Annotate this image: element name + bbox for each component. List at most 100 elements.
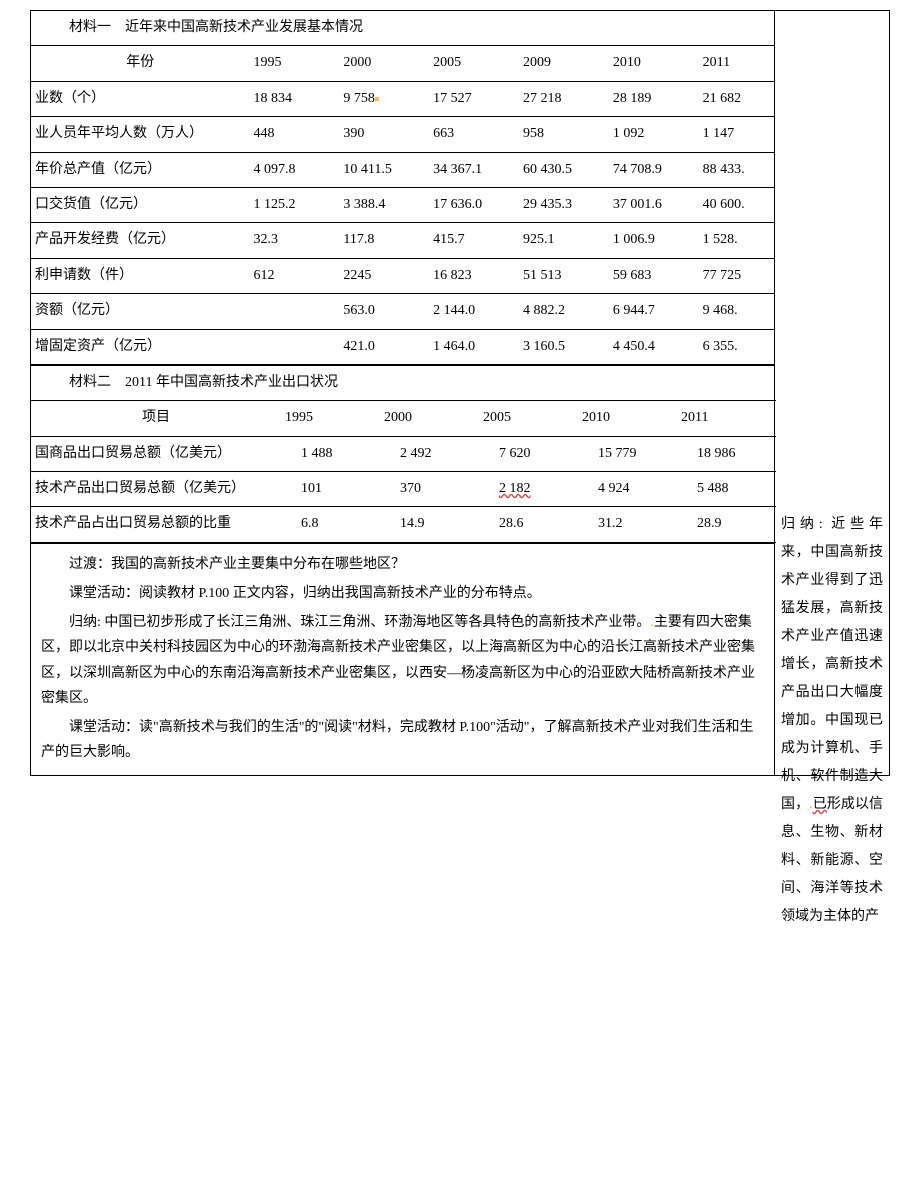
t2-h-5: 2011 xyxy=(677,401,776,436)
para-1: 过渡：我国的高新技术产业主要集中分布在哪些地区？ xyxy=(41,552,764,577)
t1-r6-4: 6 944.7 xyxy=(609,294,699,329)
outer-container: 材料一 近年来中国高新技术产业发展基本情况 年份 1995 2000 2005 … xyxy=(30,10,890,776)
t2-r0-0: 1 488 xyxy=(281,436,380,471)
t1-r3-3: 29 435.3 xyxy=(519,187,609,222)
para-3: 归纳: 中国已初步形成了长江三角洲、珠江三角洲、环渤海地区等各具特色的高新技术产… xyxy=(41,610,764,711)
t1-r7-2: 1 464.0 xyxy=(429,329,519,364)
t2-r2-3: 31.2 xyxy=(578,507,677,542)
t1-r2-label: 年价总产值（亿元） xyxy=(31,152,250,187)
t1-h-3: 2005 xyxy=(429,46,519,81)
t1-r5-3: 51 513 xyxy=(519,258,609,293)
t1-r4-4: 1 006.9 xyxy=(609,223,699,258)
t1-r5-5: 77 725 xyxy=(699,258,774,293)
t2-r0-2: 7 620 xyxy=(479,436,578,471)
t1-r1-0: 448 xyxy=(250,117,340,152)
t1-r5-1: 2245 xyxy=(339,258,429,293)
t1-r0-3: 27 218 xyxy=(519,81,609,116)
t1-r2-3: 60 430.5 xyxy=(519,152,609,187)
section2-title: 材料二 2011 年中国高新技术产业出口状况 xyxy=(31,365,774,400)
t1-r4-3: 925.1 xyxy=(519,223,609,258)
table-row: 产品开发经费（亿元） 32.3 117.8 415.7 925.1 1 006.… xyxy=(31,223,774,258)
t1-r3-0: 1 125.2 xyxy=(250,187,340,222)
t2-h-4: 2010 xyxy=(578,401,677,436)
t2-r1-1: 370 xyxy=(380,472,479,507)
t2-r0-4: 18 986 xyxy=(677,436,776,471)
table-row: 技术产品占出口贸易总额的比重 6.8 14.9 28.6 31.2 28.9 xyxy=(31,507,776,542)
t1-r0-5: 21 682 xyxy=(699,81,774,116)
t2-h-0: 项目 xyxy=(31,401,281,436)
t2-h-1: 1995 xyxy=(281,401,380,436)
t1-r6-5: 9 468. xyxy=(699,294,774,329)
t1-h-2: 2000 xyxy=(339,46,429,81)
t1-r0-0: 18 834 xyxy=(250,81,340,116)
t2-r1-0: 101 xyxy=(281,472,380,507)
t1-r1-5: 1 147 xyxy=(699,117,774,152)
para-4: 课堂活动：读"高新技术与我们的生活"的"阅读"材料，完成教材 P.100"活动"… xyxy=(41,715,764,765)
t1-r3-5: 40 600. xyxy=(699,187,774,222)
t1-r1-3: 958 xyxy=(519,117,609,152)
t2-r1-3: 4 924 xyxy=(578,472,677,507)
table-row: 技术产品出口贸易总额（亿美元） 101 370 2 182 4 924 5 48… xyxy=(31,472,776,507)
table-row: 年价总产值（亿元） 4 097.8 10 411.5 34 367.1 60 4… xyxy=(31,152,774,187)
t1-r1-4: 1 092 xyxy=(609,117,699,152)
t1-r6-3: 4 882.2 xyxy=(519,294,609,329)
t2-r0-label: 国商品出口贸易总额（亿美元） xyxy=(31,436,281,471)
table-row: 业人员年平均人数（万人） 448 390 663 958 1 092 1 147 xyxy=(31,117,774,152)
t1-r7-5: 6 355. xyxy=(699,329,774,364)
t1-r6-2: 2 144.0 xyxy=(429,294,519,329)
t1-h-4: 2009 xyxy=(519,46,609,81)
t1-r7-4: 4 450.4 xyxy=(609,329,699,364)
t1-r7-0 xyxy=(250,329,340,364)
t1-r4-1: 117.8 xyxy=(339,223,429,258)
t1-r0-label: 业数（个） xyxy=(31,81,250,116)
t1-r4-5: 1 528. xyxy=(699,223,774,258)
table-row: 国商品出口贸易总额（亿美元） 1 488 2 492 7 620 15 779 … xyxy=(31,436,776,471)
t1-r5-0: 612 xyxy=(250,258,340,293)
table-row: 利申请数（件） 612 2245 16 823 51 513 59 683 77… xyxy=(31,258,774,293)
t1-r6-1: 563.0 xyxy=(339,294,429,329)
t1-r3-label: 口交货值（亿元） xyxy=(31,187,250,222)
t2-r1-label: 技术产品出口贸易总额（亿美元） xyxy=(31,472,281,507)
t2-r2-4: 28.9 xyxy=(677,507,776,542)
marker-icon xyxy=(375,97,379,101)
t2-r2-0: 6.8 xyxy=(281,507,380,542)
t1-r7-1: 421.0 xyxy=(339,329,429,364)
t1-h-6: 2011 xyxy=(699,46,774,81)
table-row: 业数（个） 18 834 9 758 17 527 27 218 28 189 … xyxy=(31,81,774,116)
t1-r5-label: 利申请数（件） xyxy=(31,258,250,293)
t1-r2-0: 4 097.8 xyxy=(250,152,340,187)
t1-r3-4: 37 001.6 xyxy=(609,187,699,222)
t1-r1-2: 663 xyxy=(429,117,519,152)
side-wavy: 已 xyxy=(813,797,827,812)
para-2: 课堂活动：阅读教材 P.100 正文内容，归纳出我国高新技术产业的分布特点。 xyxy=(41,581,764,606)
t1-r4-2: 415.7 xyxy=(429,223,519,258)
table1-header-row: 年份 1995 2000 2005 2009 2010 2011 xyxy=(31,46,774,81)
t2-r1-4: 5 488 xyxy=(677,472,776,507)
t1-r3-2: 17 636.0 xyxy=(429,187,519,222)
t1-r1-1: 390 xyxy=(339,117,429,152)
t2-h-2: 2000 xyxy=(380,401,479,436)
side-note: 归纳: 近些年来，中国高新技术产业得到了迅猛发展，高新技术产业产值迅速增长，高新… xyxy=(781,511,883,931)
t2-r0-3: 15 779 xyxy=(578,436,677,471)
t1-h-5: 2010 xyxy=(609,46,699,81)
t1-r4-0: 32.3 xyxy=(250,223,340,258)
t1-r0-4: 28 189 xyxy=(609,81,699,116)
t2-h-3: 2005 xyxy=(479,401,578,436)
t2-r2-2: 28.6 xyxy=(479,507,578,542)
table2-header-row: 项目 1995 2000 2005 2010 2011 xyxy=(31,401,776,436)
t1-r0-1: 9 758 xyxy=(339,81,429,116)
t2-r1-2: 2 182 xyxy=(479,472,578,507)
t1-r7-3: 3 160.5 xyxy=(519,329,609,364)
t1-r3-1: 3 388.4 xyxy=(339,187,429,222)
t1-r2-5: 88 433. xyxy=(699,152,774,187)
table-1: 年份 1995 2000 2005 2009 2010 2011 业数（个） 1… xyxy=(31,45,774,365)
table-row: 增固定资产（亿元） 421.0 1 464.0 3 160.5 4 450.4 … xyxy=(31,329,774,364)
t1-h-1: 1995 xyxy=(250,46,340,81)
t1-r2-1: 10 411.5 xyxy=(339,152,429,187)
t1-r6-0 xyxy=(250,294,340,329)
main-column: 材料一 近年来中国高新技术产业发展基本情况 年份 1995 2000 2005 … xyxy=(31,11,774,775)
t1-h-0: 年份 xyxy=(31,46,250,81)
t2-r2-1: 14.9 xyxy=(380,507,479,542)
t1-r5-4: 59 683 xyxy=(609,258,699,293)
t1-r0-2: 17 527 xyxy=(429,81,519,116)
